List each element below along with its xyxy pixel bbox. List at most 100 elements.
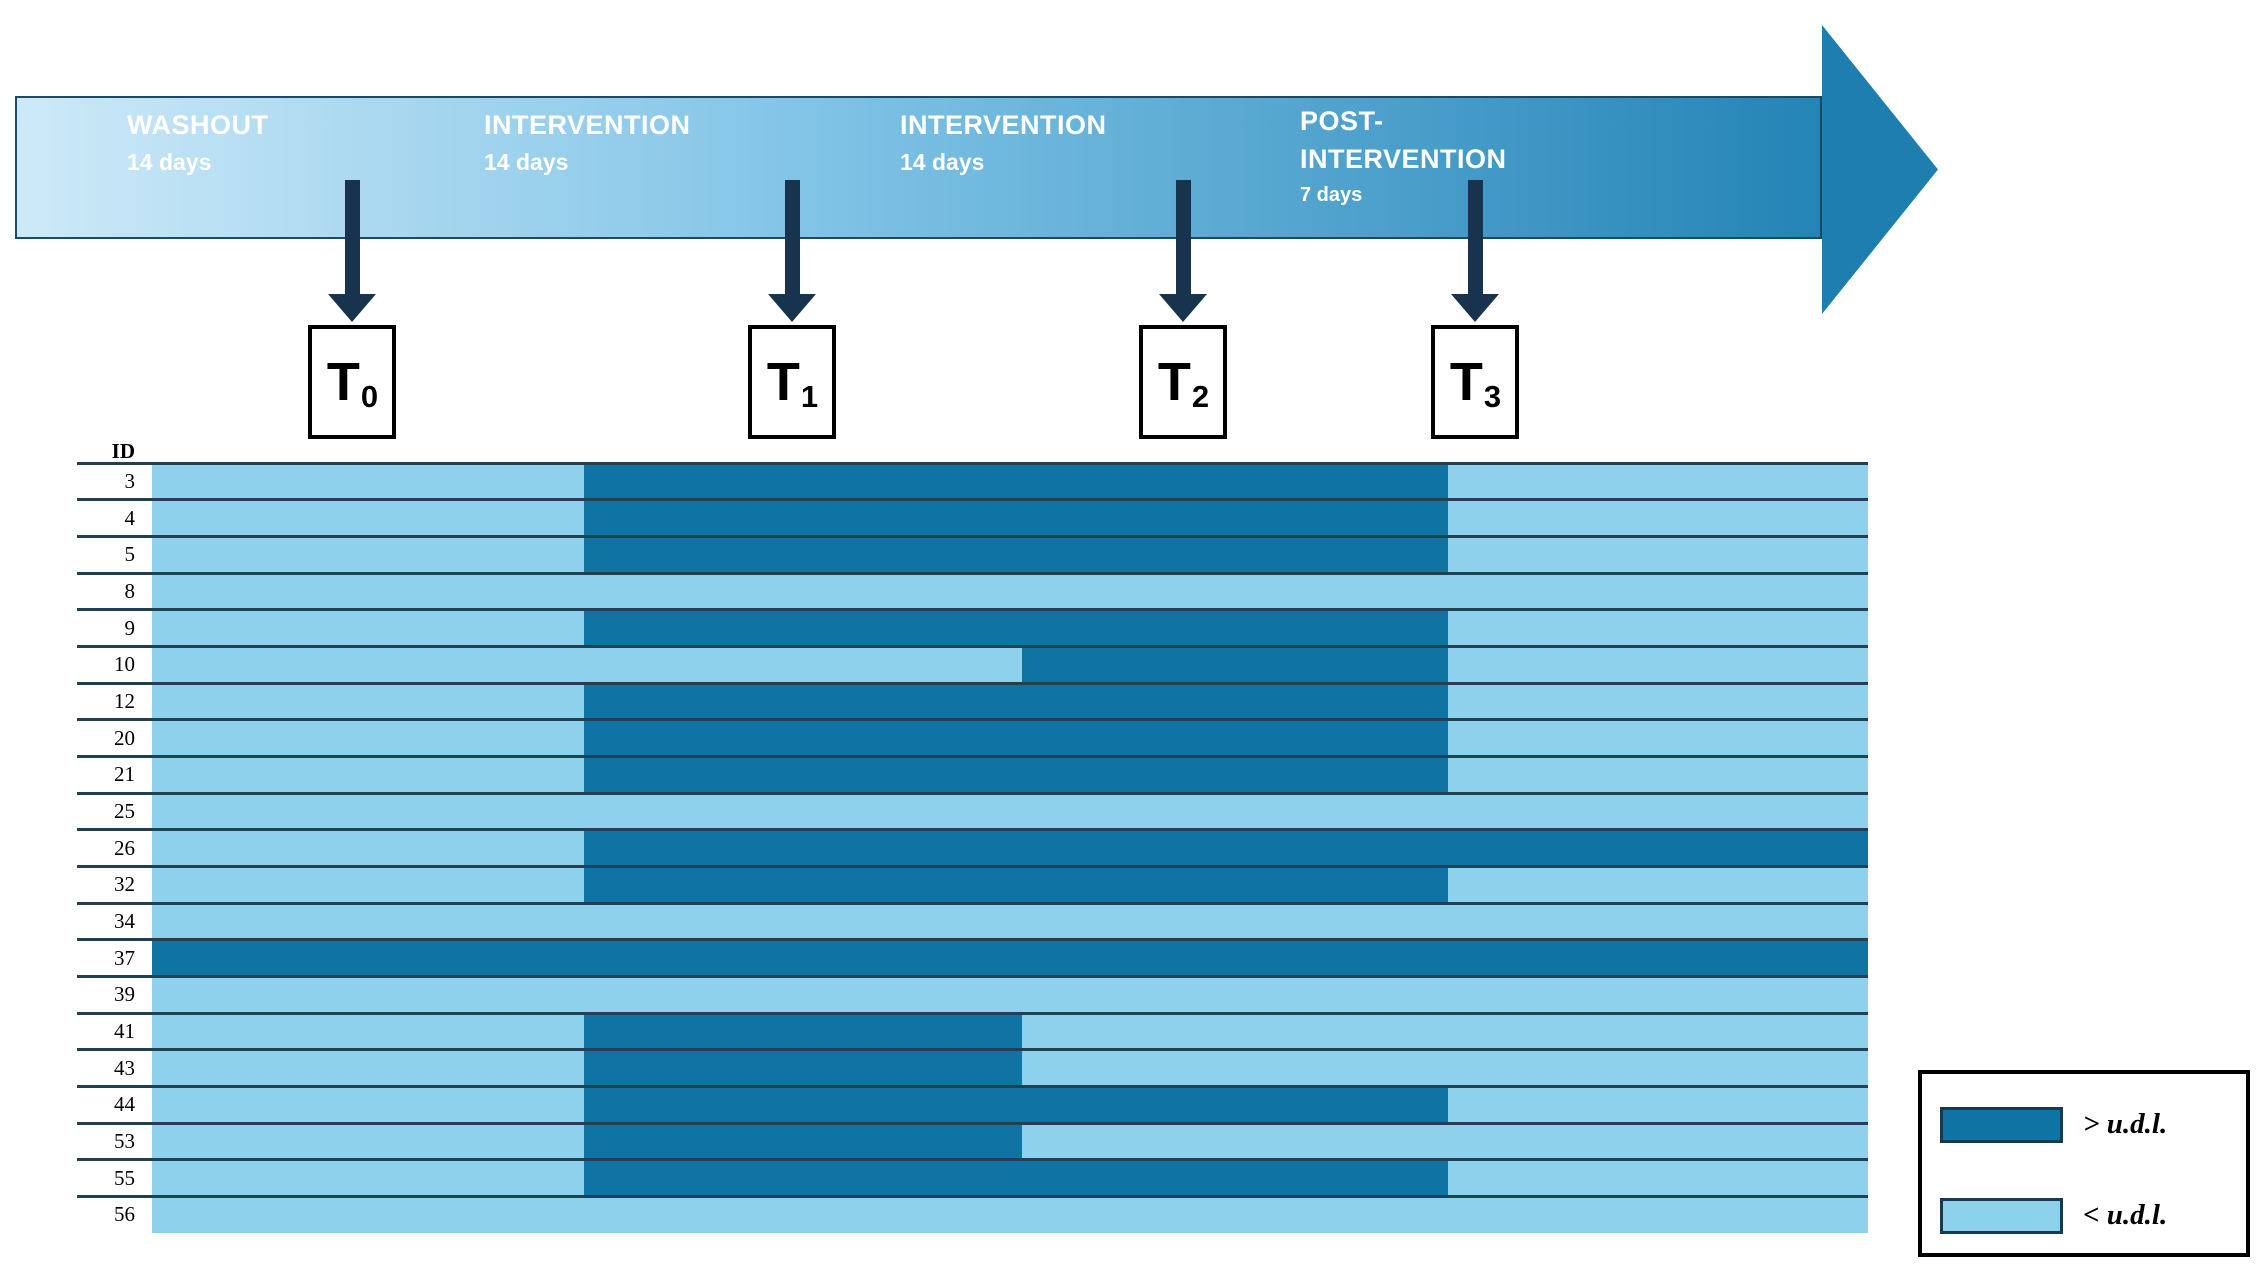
grid-line [77, 498, 1868, 502]
row-id-label: 53 [114, 1129, 135, 1153]
row-segment-below-udl [584, 1196, 1022, 1234]
grid-line [77, 534, 1868, 538]
row-id-label: 9 [124, 615, 136, 640]
row-id-label: 37 [114, 945, 135, 970]
grid-line [77, 754, 1868, 758]
timepoint-label: T [1449, 352, 1483, 412]
row-segment-below-udl [152, 536, 584, 574]
row-segment-above-udl [1022, 463, 1448, 501]
row-segment-below-udl [152, 1013, 584, 1051]
legend-label-above-udl: > u.d.l. [2083, 1108, 2168, 1140]
row-segment-below-udl [584, 793, 1022, 831]
grid-line [77, 828, 1868, 832]
row-segment-above-udl [584, 866, 1022, 904]
timepoint-label: T [766, 352, 800, 412]
timeline-arrowhead-icon [1822, 25, 1938, 314]
timeline-arrow-banner [15, 96, 1822, 239]
row-segment-above-udl [1448, 829, 1868, 867]
row-id-label: 21 [114, 762, 135, 787]
grid-line [77, 1121, 1868, 1125]
phase-name-text: INTERVENTION [484, 110, 691, 140]
row-segment-below-udl [1022, 793, 1448, 831]
legend-label-below-udl: < u.d.l. [2083, 1199, 2168, 1231]
row-segment-above-udl [1022, 1159, 1448, 1197]
row-segment-below-udl [1448, 976, 1868, 1014]
row-segment-below-udl [152, 719, 584, 757]
grid-line [77, 461, 1868, 465]
row-segment-above-udl [1022, 1086, 1448, 1124]
row-segment-above-udl [1022, 719, 1448, 757]
row-segment-above-udl [584, 829, 1022, 867]
row-segment-below-udl [152, 1086, 584, 1124]
row-segment-below-udl [1448, 1159, 1868, 1197]
phase-name-text: WASHOUT [127, 110, 269, 140]
row-segment-below-udl [1448, 1123, 1868, 1161]
grid-line [77, 791, 1868, 795]
row-segment-above-udl [1448, 939, 1868, 977]
row-id-label: 44 [114, 1092, 135, 1117]
row-segment-below-udl [1448, 866, 1868, 904]
row-id-label: 43 [114, 1055, 135, 1080]
row-segment-below-udl [1022, 903, 1448, 941]
row-segment-below-udl [152, 793, 584, 831]
phase-duration-text: 14 days [900, 149, 985, 175]
grid-line [77, 1048, 1868, 1052]
timepoint-arrowhead-icon [1451, 294, 1499, 322]
row-segment-below-udl [1448, 536, 1868, 574]
grid-line [77, 864, 1868, 868]
row-segment-above-udl [1022, 866, 1448, 904]
timepoint-arrowhead-icon [328, 294, 376, 322]
row-segment-above-udl [1022, 756, 1448, 794]
id-column-header: ID [111, 439, 135, 463]
row-segment-below-udl [152, 609, 584, 647]
row-segment-below-udl [152, 573, 584, 611]
row-segment-above-udl [584, 939, 1022, 977]
row-segment-above-udl [1022, 939, 1448, 977]
phase-label-1: WASHOUT 14 days [127, 106, 269, 180]
timepoint-arrow-stem [1467, 180, 1483, 296]
row-segment-above-udl [584, 536, 1022, 574]
row-segment-above-udl [152, 939, 584, 977]
row-segment-above-udl [584, 463, 1022, 501]
timepoint-label: T [326, 352, 360, 412]
row-segment-below-udl [1022, 1013, 1448, 1051]
grid-line [77, 1011, 1868, 1015]
row-segment-above-udl [584, 1086, 1022, 1124]
row-segment-below-udl [1448, 756, 1868, 794]
row-segment-below-udl [1448, 1013, 1868, 1051]
row-segment-below-udl [1448, 1196, 1868, 1234]
row-id-label: 56 [114, 1202, 135, 1227]
row-id-label: 12 [114, 689, 135, 713]
row-segment-above-udl [584, 683, 1022, 721]
row-segment-above-udl [584, 499, 1022, 537]
row-id-label: 25 [114, 799, 135, 823]
timepoint-arrowhead-icon [768, 294, 816, 322]
grid-line [77, 718, 1868, 722]
timepoint-arrow-stem [784, 180, 800, 296]
row-segment-below-udl [1448, 609, 1868, 647]
timepoint-arrowhead-icon [1159, 294, 1207, 322]
row-segment-above-udl [584, 1159, 1022, 1197]
row-segment-above-udl [584, 1013, 1022, 1051]
grid-line [77, 608, 1868, 612]
timepoint-arrow-stem [344, 180, 360, 296]
row-segment-below-udl [152, 829, 584, 867]
row-segment-below-udl [1448, 903, 1868, 941]
phase-duration-text: 14 days [484, 149, 569, 175]
row-segment-below-udl [1448, 463, 1868, 501]
row-segment-below-udl [1022, 1049, 1448, 1087]
timepoint-subscript: 0 [360, 378, 379, 414]
grid-line [77, 974, 1868, 978]
phase-name-text: POST- [1300, 106, 1384, 136]
row-segment-below-udl [152, 463, 584, 501]
row-id-label: 8 [124, 579, 136, 603]
row-segment-below-udl [152, 1196, 584, 1234]
row-segment-above-udl [584, 609, 1022, 647]
row-id-label: 34 [114, 909, 135, 933]
row-id-label: 41 [114, 1019, 135, 1043]
row-segment-below-udl [1448, 573, 1868, 611]
phase-name-text: INTERVENTION [1300, 144, 1507, 174]
row-segment-below-udl [584, 976, 1022, 1014]
row-id-label: 4 [124, 505, 136, 530]
row-id-label: 10 [114, 652, 135, 677]
